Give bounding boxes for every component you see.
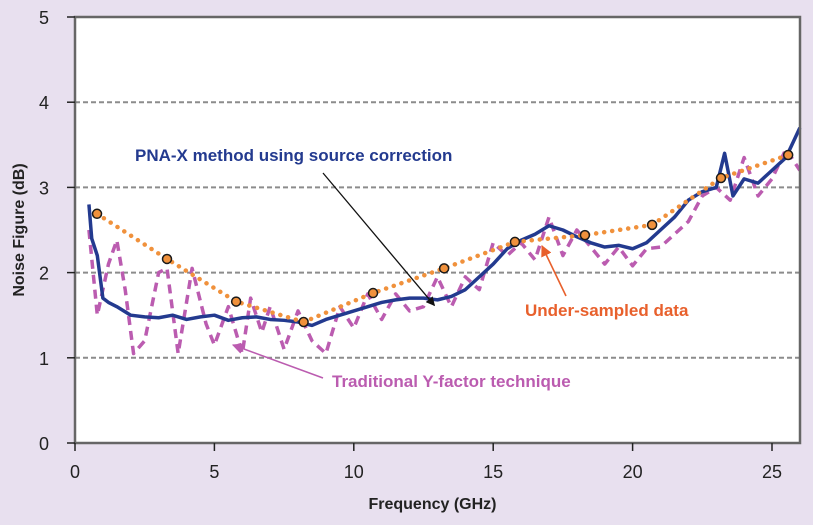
annotation-y-factor: Traditional Y-factor technique — [332, 372, 571, 391]
y-tick-label: 3 — [39, 178, 49, 198]
under-sampled-marker — [715, 172, 727, 184]
under-sampled-marker — [579, 229, 591, 241]
series-line-y-factor — [87, 147, 802, 356]
y-tick-label: 5 — [39, 8, 49, 28]
y-tick-label: 0 — [39, 434, 49, 454]
under-sampled-marker — [91, 208, 103, 220]
annotation-arrow-under-sampled — [541, 244, 567, 297]
y-tick-label: 2 — [39, 264, 49, 284]
annotations: PNA-X method using source correction Unde… — [135, 146, 689, 391]
x-tick-label: 10 — [344, 462, 364, 482]
x-axis-title: Frequency (GHz) — [368, 496, 496, 513]
under-sampled-marker — [298, 316, 309, 328]
y-tick-label: 1 — [39, 349, 49, 369]
plot-frame — [73, 15, 802, 445]
annotation-arrow-pna-x — [322, 172, 436, 307]
annotation-arrow-y-factor — [231, 343, 324, 379]
under-sampled-marker — [782, 149, 794, 161]
axis-ticks: 0 1 2 3 4 5 0 5 10 15 20 25 — [39, 8, 782, 482]
under-sampled-marker — [509, 236, 521, 248]
annotation-under-sampled: Under-sampled data — [525, 301, 689, 320]
y-tick-label: 4 — [39, 93, 49, 113]
under-sampled-marker — [438, 263, 450, 274]
under-sampled-marker — [367, 287, 379, 299]
y-axis-title: Noise Figure (dB) — [11, 163, 28, 296]
x-tick-label: 5 — [209, 462, 219, 482]
series-line-under-sampled — [94, 152, 791, 325]
under-sampled-marker — [161, 253, 173, 265]
gridlines — [75, 101, 800, 359]
under-sampled-marker — [646, 219, 658, 231]
x-tick-label: 15 — [483, 462, 503, 482]
x-tick-label: 0 — [70, 462, 80, 482]
x-tick-label: 25 — [762, 462, 782, 482]
x-tick-label: 20 — [623, 462, 643, 482]
annotation-pna-x: PNA-X method using source correction — [135, 146, 452, 165]
under-sampled-marker — [230, 296, 242, 307]
